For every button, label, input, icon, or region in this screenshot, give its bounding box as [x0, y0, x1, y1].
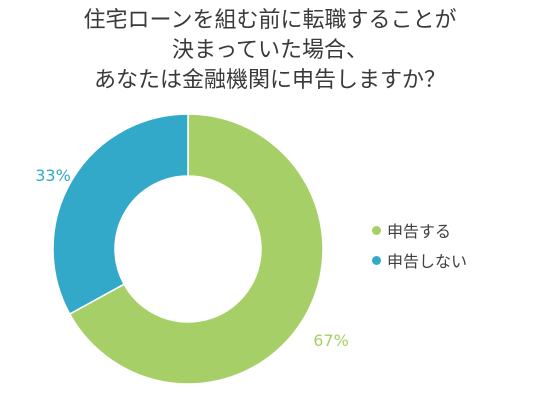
- legend-item-shinkoku-suru: 申告する: [372, 215, 467, 245]
- chart-title: 住宅ローンを組む前に転職することが 決まっていた場合、 あなたは金融機関に申告し…: [0, 6, 540, 96]
- chart-title-line-2: 決まっていた場合、: [171, 38, 369, 63]
- legend-label-shinkoku-shinai: 申告しない: [387, 252, 468, 271]
- chart-title-line-3: あなたは金融機関に申告しますか？: [93, 68, 446, 93]
- chart-title-line-1: 住宅ローンを組む前に転職することが: [83, 8, 457, 33]
- slice-shinkoku-suru-label: 67%: [313, 331, 349, 350]
- donut-slices: [52, 113, 324, 385]
- donut-labels: 67% 33%: [35, 166, 349, 350]
- slice-shinkoku-suru: [68, 113, 324, 385]
- legend-marker-shinkoku-shinai: [372, 255, 381, 265]
- legend-label-shinkoku-suru: 申告する: [387, 222, 452, 241]
- legend-marker-shinkoku-suru: [372, 225, 381, 235]
- chart-legend: 申告する 申告しない: [372, 215, 467, 275]
- legend-item-shinkoku-shinai: 申告しない: [372, 245, 467, 275]
- slice-shinkoku-shinai: [52, 113, 189, 316]
- slice-shinkoku-shinai-label: 33%: [35, 166, 71, 185]
